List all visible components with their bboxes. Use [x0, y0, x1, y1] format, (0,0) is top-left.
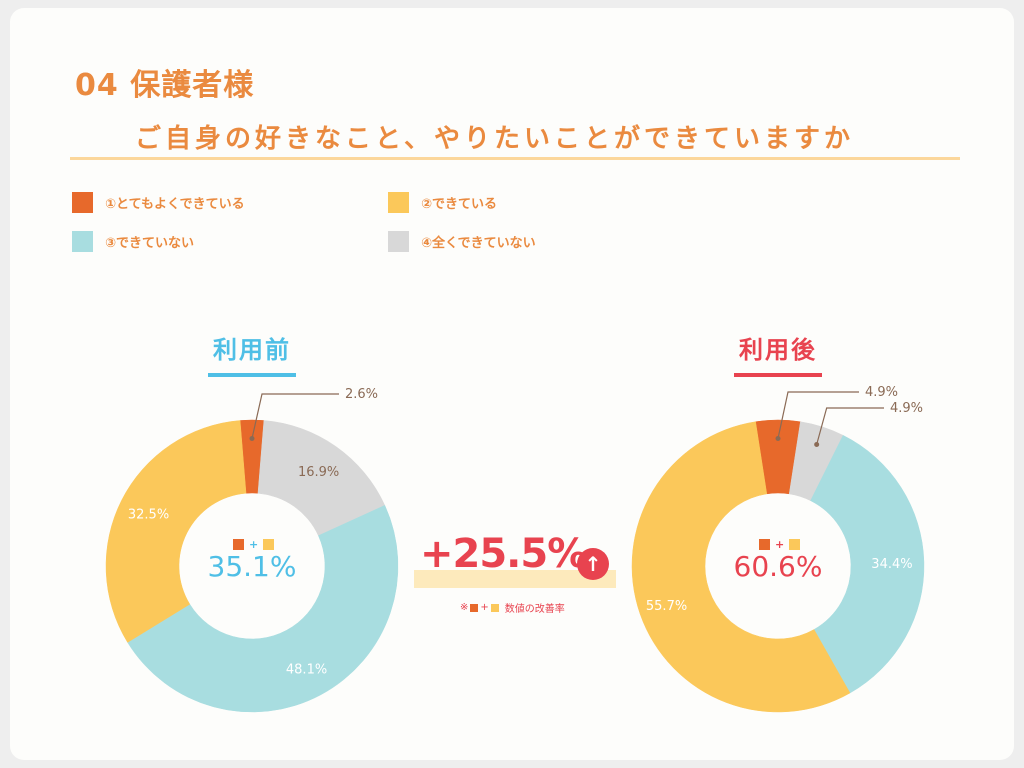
center-legend-before: + [233, 538, 275, 551]
center-legend-after: + [759, 538, 801, 551]
note-swatch-yellow [490, 603, 499, 612]
legend-label: ④全くできていない [421, 236, 536, 251]
legend-swatch [72, 192, 93, 213]
chart-title-before-text: 利用前 [213, 336, 291, 364]
callout-line [777, 391, 859, 439]
center-total-after: 60.6% [733, 550, 823, 583]
note-prefix: ※ [460, 602, 469, 613]
callout-dot [814, 442, 820, 448]
note-text: 数値の改善率 [504, 604, 565, 615]
legend-item-unable: ③できていない [72, 231, 194, 252]
callout-line [816, 407, 884, 445]
legend-swatch [388, 231, 409, 252]
mini-swatch-orange [233, 539, 244, 550]
callout-line [251, 393, 339, 439]
legend-swatch [388, 192, 409, 213]
note-plus: + [480, 602, 489, 613]
callout-dot [775, 436, 781, 441]
slice-label: 4.9% [890, 401, 923, 416]
chart-title-after: 利用後 [718, 330, 838, 377]
question-text: ご自身の好きなこと、やりたいことができていますか [135, 124, 854, 154]
improvement-value: +25.5% [420, 531, 587, 577]
legend-label: ②できている [421, 197, 498, 212]
legend-item-not-at-all: ④全くできていない [388, 231, 536, 252]
donut-slice-before-2 [105, 420, 247, 643]
legend-item-able: ②できている [388, 192, 497, 213]
improvement-highlight [414, 570, 616, 588]
section-title: 04 保護者様 [75, 68, 255, 103]
mini-swatch-yellow [263, 539, 275, 550]
donut-slice-before-4 [257, 420, 386, 537]
legend-label: ①とてもよくできている [105, 197, 245, 212]
slice-label: 2.6% [345, 387, 378, 402]
legend-swatch [72, 231, 93, 252]
slice-label: 34.4% [871, 557, 912, 572]
legend-item-very-well: ①とてもよくできている [72, 192, 245, 213]
donut-slice-after-3 [810, 434, 925, 694]
improvement-note: ※ + 数値の改善率 [460, 600, 565, 615]
arrow-up-icon: ↑ [577, 548, 609, 580]
legend-label: ③できていない [105, 236, 195, 251]
slice-label: 16.9% [298, 465, 339, 480]
mini-swatch-yellow [789, 539, 801, 550]
title-divider [70, 157, 960, 160]
chart-title-underline [208, 373, 296, 377]
center-total-before: 35.1% [207, 550, 297, 583]
slice-label: 55.7% [646, 599, 687, 614]
slice-label: 4.9% [865, 385, 898, 400]
callout-dot [249, 436, 255, 441]
mini-plus: + [775, 538, 785, 551]
chart-title-underline [734, 373, 822, 377]
slice-label: 32.5% [128, 508, 169, 523]
mini-swatch-orange [759, 539, 770, 550]
note-swatch-orange [470, 603, 479, 612]
slice-label: 48.1% [286, 662, 327, 677]
chart-title-after-text: 利用後 [739, 336, 817, 364]
mini-plus: + [249, 538, 259, 551]
donut-slice-after-2 [631, 421, 851, 713]
chart-title-before: 利用前 [192, 330, 312, 377]
